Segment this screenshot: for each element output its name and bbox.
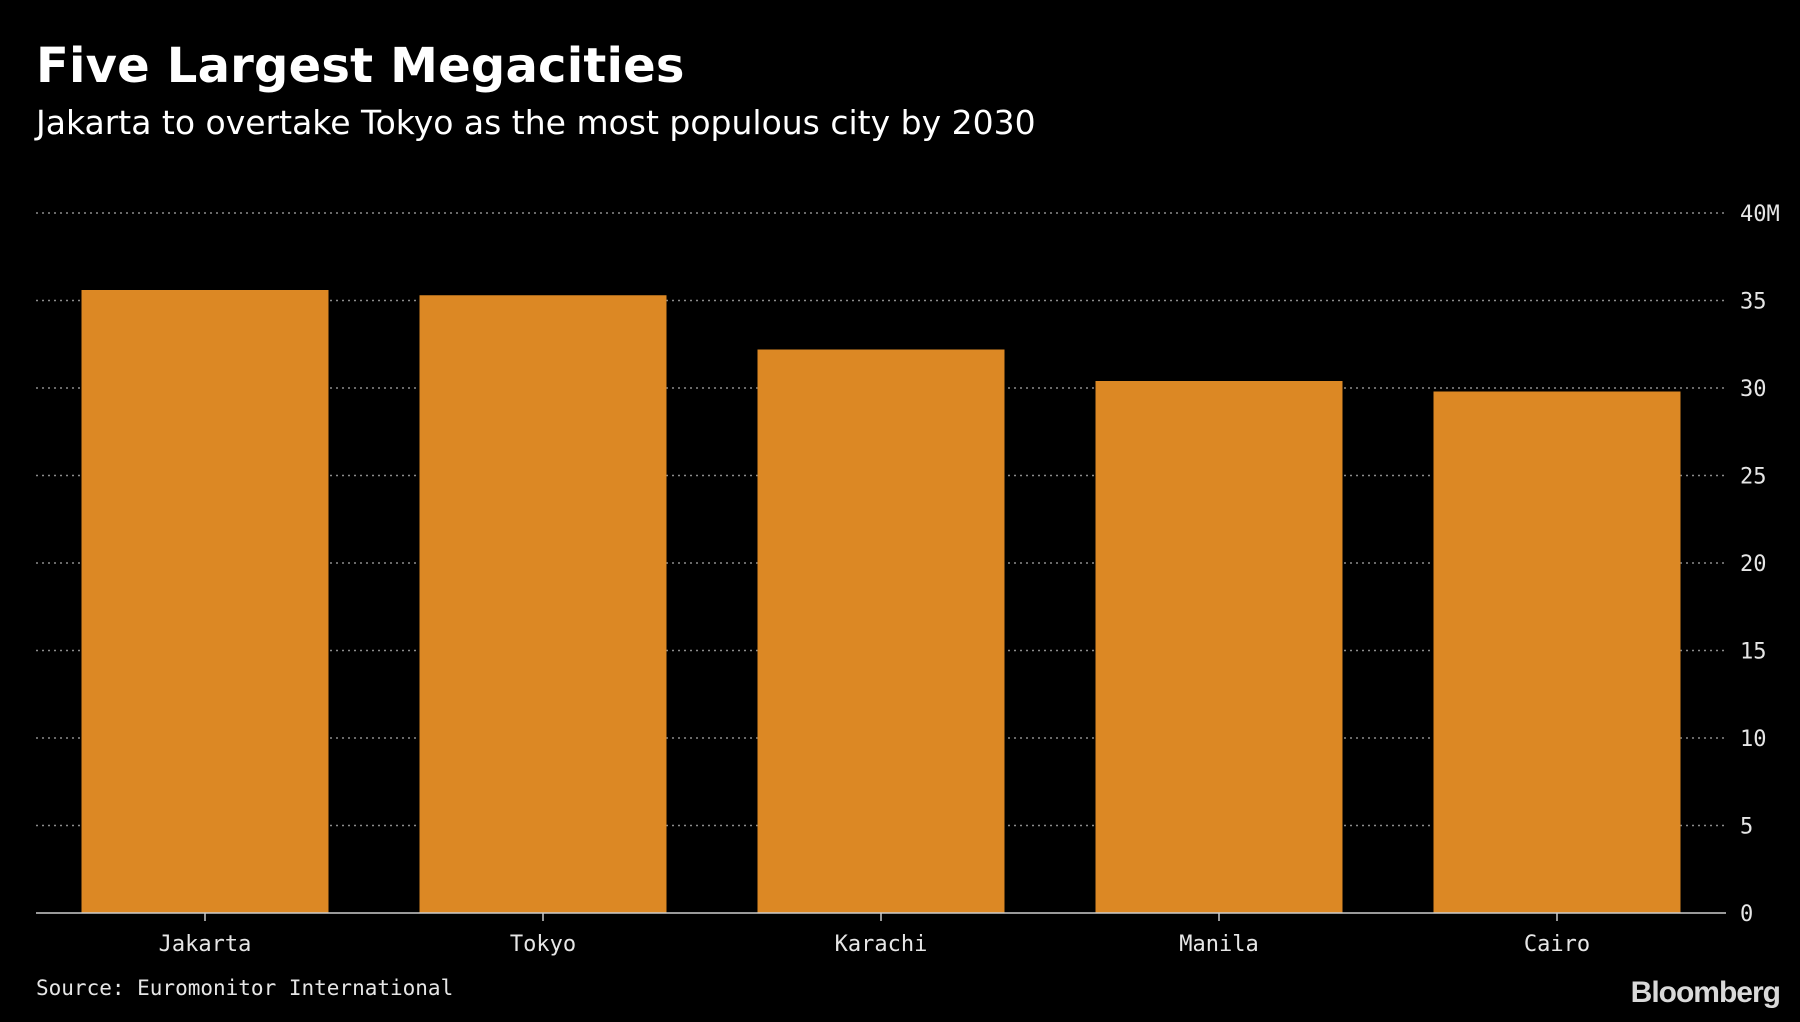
- y-tick-label-10: 10: [1740, 727, 1767, 752]
- y-axis-tick-labels: 0 5 10 15 20 25 30 35 40M: [1740, 202, 1780, 927]
- x-tick-label-jakarta: Jakarta: [159, 932, 252, 957]
- x-tick-label-tokyo: Tokyo: [510, 932, 576, 957]
- x-tick-label-cairo: Cairo: [1524, 932, 1590, 957]
- bar-cairo: [1433, 391, 1681, 913]
- y-tick-label-35: 35: [1740, 290, 1767, 315]
- x-tick-label-karachi: Karachi: [835, 932, 928, 957]
- source-note: Source: Euromonitor International: [36, 976, 454, 1000]
- y-tick-label-0: 0: [1740, 902, 1753, 927]
- bars: [81, 290, 1681, 913]
- x-tick-label-manila: Manila: [1179, 932, 1258, 957]
- chart-title: Five Largest Megacities: [36, 38, 685, 94]
- bar-karachi: [757, 349, 1005, 913]
- y-tick-label-30: 30: [1740, 377, 1767, 402]
- y-tick-label-25: 25: [1740, 465, 1767, 490]
- y-tick-label-20: 20: [1740, 552, 1767, 577]
- bar-manila: [1095, 381, 1343, 913]
- bloomberg-logo: Bloomberg: [1630, 976, 1781, 1009]
- x-axis-tick-labels: Jakarta Tokyo Karachi Manila Cairo: [159, 932, 1590, 957]
- y-tick-label-15: 15: [1740, 640, 1767, 665]
- y-tick-label-40: 40M: [1740, 202, 1780, 227]
- bar-jakarta: [81, 290, 329, 913]
- chart-subtitle: Jakarta to overtake Tokyo as the most po…: [36, 103, 1036, 142]
- y-tick-label-5: 5: [1740, 815, 1753, 840]
- axes: [36, 912, 1726, 921]
- bar-tokyo: [419, 295, 667, 913]
